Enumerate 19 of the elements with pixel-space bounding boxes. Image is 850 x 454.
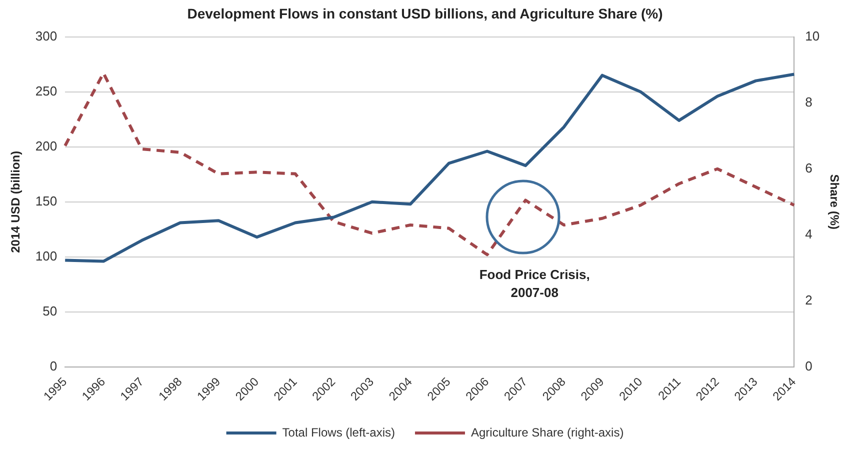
annotation: Food Price Crisis, 2007-08: [479, 267, 590, 300]
y-tick-label: 0: [50, 358, 58, 374]
y2-tick-label: 6: [805, 160, 812, 176]
y2-axis-title: Share (%): [827, 174, 842, 230]
legend-label: Agriculture Share (right-axis): [470, 425, 624, 440]
y2-tick-label: 4: [805, 226, 812, 242]
y-tick-label: 150: [35, 193, 58, 208]
y2-tick-label: 0: [805, 358, 812, 374]
y-tick-label: 250: [35, 83, 58, 98]
y-tick-label: 50: [42, 303, 58, 318]
y2-tick-label: 10: [805, 28, 820, 44]
chart-title: Development Flows in constant USD billions, and Agriculture Share (%): [187, 5, 663, 22]
y-axis-title: 2014 USD (billion): [8, 150, 23, 253]
y2-tick-label: 8: [805, 94, 812, 110]
y-tick-label: 200: [35, 138, 58, 154]
y-tick-label: 100: [35, 248, 58, 264]
y-tick-label: 300: [35, 28, 58, 44]
legend-label: Total Flows (left-axis): [282, 425, 395, 440]
y2-tick-label: 2: [805, 292, 812, 308]
